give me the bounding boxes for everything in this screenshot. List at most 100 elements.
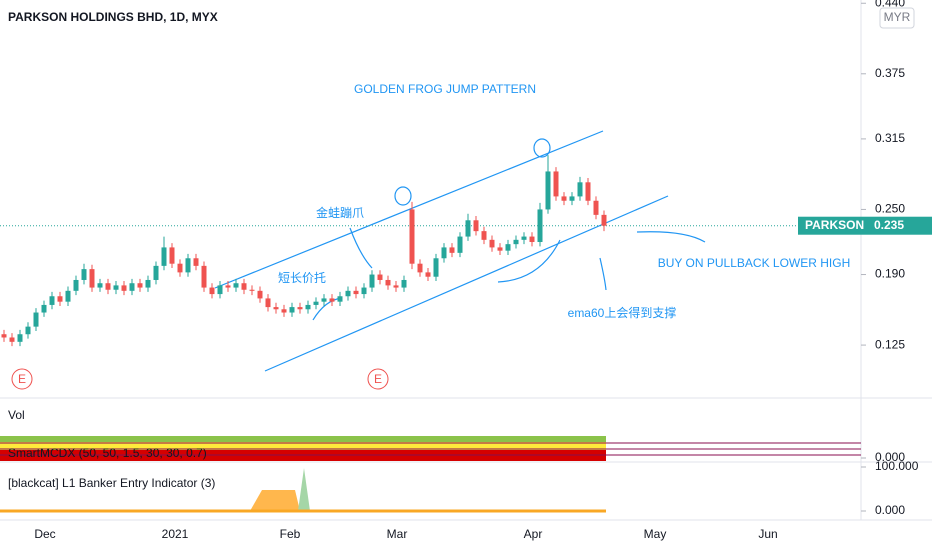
candle-body: [65, 290, 71, 302]
last-price-value: 0.235: [874, 218, 904, 232]
pointer-curve: [599, 257, 607, 291]
frog-circle: [533, 138, 551, 158]
y-tick-label: 0.125: [875, 337, 905, 351]
candle-body: [49, 296, 55, 305]
candle-body: [521, 236, 527, 240]
candle-body: [433, 258, 439, 277]
candle-body: [361, 287, 367, 295]
currency: MYR: [884, 10, 911, 24]
event-circle[interactable]: [367, 368, 389, 390]
mcdx-band: [0, 442, 606, 450]
candle-body: [577, 182, 583, 197]
candle-body: [57, 296, 63, 302]
candle-body: [185, 258, 191, 273]
candle-body: [201, 265, 207, 288]
channel-lower: [264, 195, 669, 372]
candle-body: [257, 290, 263, 299]
candle-body: [377, 274, 383, 280]
y-tick-label: 0.375: [875, 66, 905, 80]
last-price-name: PARKSON: [805, 218, 864, 232]
candle-body: [537, 209, 543, 242]
candle-body: [401, 279, 407, 288]
annotation: BUY ON PULLBACK LOWER HIGH: [658, 256, 851, 270]
candle-body: [305, 304, 311, 310]
y-tick-label: 0.315: [875, 131, 905, 145]
candle-body: [121, 285, 127, 291]
candle-body: [545, 171, 551, 210]
candle-body: [561, 196, 567, 201]
candle-body: [529, 236, 535, 242]
candle-body: [281, 309, 287, 313]
y-tick-label: 0.000: [875, 450, 905, 464]
pointer-curve: [636, 231, 706, 243]
candle-body: [441, 247, 447, 259]
x-tick-label: Dec: [34, 527, 55, 541]
candle-body: [41, 304, 47, 313]
candle-body: [593, 200, 599, 215]
annotation: 金蛙蹦爪: [316, 205, 364, 220]
channel-upper: [214, 130, 604, 289]
candle-body: [233, 283, 239, 288]
candle-body: [225, 285, 231, 288]
candle-body: [73, 279, 79, 291]
event-marker[interactable]: E: [367, 368, 389, 390]
candle-body: [505, 244, 511, 251]
candle-body: [273, 307, 279, 310]
banker-spike: [298, 468, 310, 511]
candle-body: [513, 239, 519, 245]
y-tick-label: 0.000: [875, 503, 905, 517]
candle-body: [449, 247, 455, 253]
candle-body: [97, 283, 103, 288]
indicator-title: Vol: [8, 408, 25, 422]
x-tick-label: 2021: [162, 527, 189, 541]
candle-body: [489, 239, 495, 248]
candle-body: [113, 285, 119, 290]
candle-body: [17, 334, 23, 342]
event-label[interactable]: E: [18, 372, 26, 386]
pointer-curve: [349, 227, 373, 269]
banker-area: [250, 490, 300, 511]
y-tick-label: 0.250: [875, 202, 905, 216]
chart-title: PARKSON HOLDINGS BHD, 1D, MYX: [8, 10, 218, 24]
pointer-curve: [497, 239, 561, 283]
currency-box: [879, 7, 915, 29]
event-circle[interactable]: [11, 368, 33, 390]
candle-body: [105, 283, 111, 290]
candle-body: [249, 289, 255, 291]
candle-body: [81, 269, 87, 280]
candle-body: [409, 209, 415, 264]
candle-body: [129, 283, 135, 291]
candle-body: [393, 285, 399, 288]
candle-body: [417, 263, 423, 273]
candle-body: [1, 334, 7, 338]
candles: [1, 155, 607, 347]
candle-body: [313, 301, 319, 305]
candle-body: [353, 290, 359, 295]
event-marker[interactable]: E: [11, 368, 33, 390]
y-tick-label: 0.190: [875, 267, 905, 281]
y-tick-label: 100.000: [875, 459, 919, 473]
candle-body: [369, 274, 375, 288]
indicator-title: [blackcat] L1 Banker Entry Indicator (3): [8, 476, 215, 490]
indicator-title: SmartMCDX (50, 50, 1.5, 30, 30, 0.7): [8, 446, 207, 460]
event-label[interactable]: E: [374, 372, 382, 386]
candle-body: [473, 220, 479, 232]
annotation: GOLDEN FROG JUMP PATTERN: [354, 82, 536, 96]
candle-body: [425, 272, 431, 277]
candle-body: [457, 236, 463, 253]
candle-body: [321, 298, 327, 302]
last-price-tag: [798, 216, 932, 235]
candle-body: [481, 231, 487, 240]
candle-body: [585, 182, 591, 201]
candle-body: [265, 298, 271, 308]
candle-body: [209, 287, 215, 295]
candle-body: [9, 337, 15, 342]
candle-body: [161, 247, 167, 266]
candle-body: [465, 220, 471, 237]
candle-body: [497, 247, 503, 251]
candle-body: [329, 298, 335, 302]
candle-body: [137, 283, 143, 288]
frog-circle: [394, 186, 412, 206]
x-tick-label: May: [644, 527, 667, 541]
candle-body: [153, 265, 159, 280]
